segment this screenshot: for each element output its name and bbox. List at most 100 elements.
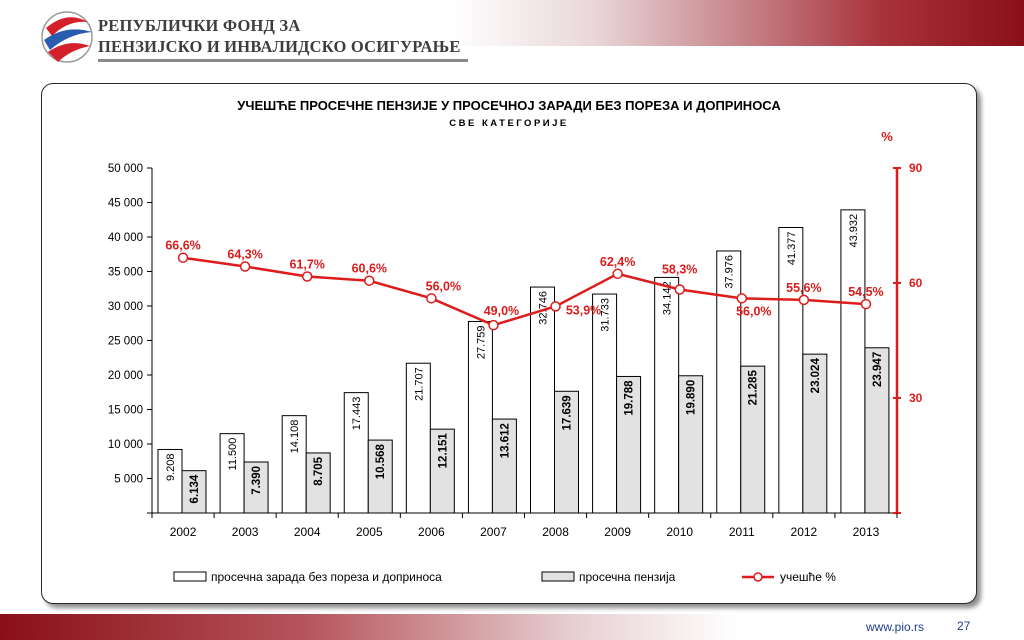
y-tick-label: 10 000: [108, 439, 143, 451]
pension-bar: [678, 375, 704, 514]
pension-bar: [740, 365, 766, 514]
share-data-label: 60,6%: [352, 262, 387, 276]
footer-band: [0, 614, 1024, 640]
share-data-label: 55,6%: [786, 281, 821, 295]
share-point: [426, 293, 437, 304]
wage-bar: [840, 209, 866, 514]
wage-bar: [343, 392, 369, 514]
x-tick-label: 2004: [294, 525, 321, 539]
x-tick-label: 2012: [791, 525, 818, 539]
wage-data-label: 11.500: [227, 438, 239, 471]
y-tick-label: 40 000: [108, 232, 143, 244]
legend-pension-label: просечна пензија: [579, 570, 676, 584]
y2-tick-label: 30: [909, 391, 923, 405]
wage-bar: [530, 286, 555, 514]
x-tick-label: 2011: [729, 525, 755, 539]
wage-data-label: 9.208: [165, 453, 177, 481]
share-point: [177, 252, 189, 263]
wage-data-label: 27.759: [475, 325, 487, 359]
x-tick-label: 2009: [604, 525, 631, 539]
wage-data-label: 34.142: [662, 281, 674, 315]
share-point: [550, 301, 561, 312]
pension-bar: [802, 353, 828, 514]
share-data-label: 58,3%: [662, 263, 697, 277]
pension-data-label: 23.024: [810, 358, 822, 394]
pension-bar: [243, 461, 269, 514]
pension-bar: [305, 452, 331, 514]
chart-title: УЧЕШЋЕ ПРОСЕЧНЕ ПЕНЗИЈЕ У ПРОСЕЧНОЈ ЗАРА…: [237, 98, 781, 113]
header-band: [0, 0, 1024, 46]
share-point: [798, 294, 810, 306]
wage-bar: [654, 276, 680, 514]
share-point: [612, 268, 623, 280]
pension-data-label: 12.151: [437, 433, 449, 469]
pension-data-label: 19.890: [686, 380, 698, 415]
x-tick-label: 2013: [853, 525, 880, 539]
chart-subtitle: СВЕ КАТЕГОРИЈЕ: [449, 118, 568, 129]
pension-bar: [616, 375, 642, 514]
legend-pension-swatch: [541, 571, 575, 582]
share-data-label: 49,0%: [484, 304, 519, 318]
pension-bar: [491, 418, 517, 514]
logo-emblem-icon: [41, 11, 93, 63]
pension-bar: [181, 470, 207, 514]
y-tick-label: 50 000: [108, 163, 143, 175]
pension-data-label: 23.947: [872, 352, 884, 387]
wage-bar: [467, 320, 493, 514]
share-point: [239, 261, 251, 272]
share-data-label: 56,0%: [426, 279, 461, 293]
y-tick-label: 20 000: [108, 370, 143, 382]
wage-data-label: 43.932: [848, 214, 860, 248]
x-tick-label: 2007: [480, 525, 507, 539]
pension-data-label: 21.285: [748, 370, 760, 406]
wage-bar: [592, 293, 618, 514]
org-name-line2: ПЕНЗИЈСКО И ИНВАЛИДСКО ОСИГУРАЊЕ: [98, 37, 461, 56]
wage-data-label: 37.976: [724, 255, 736, 289]
page-number: 27: [957, 619, 971, 633]
x-tick-label: 2008: [542, 525, 569, 539]
pension-data-label: 19.788: [624, 380, 636, 416]
pension-bar: [554, 390, 579, 514]
y2-tick-label: 90: [909, 161, 923, 175]
wage-bar: [157, 448, 183, 514]
x-tick-label: 2002: [170, 525, 197, 539]
pension-data-label: 7.390: [251, 466, 263, 495]
share-data-label: 54,5%: [848, 285, 883, 299]
wage-data-label: 21.707: [413, 367, 425, 401]
org-logo: РЕПУБЛИЧКИ ФОНД ЗА ПЕНЗИЈСКО И ИНВАЛИДСК…: [38, 6, 468, 72]
wage-data-label: 32.746: [538, 291, 550, 325]
share-point: [488, 319, 499, 331]
y-tick-label: 25 000: [108, 336, 143, 348]
wage-data-label: 17.443: [351, 397, 363, 431]
share-line: [182, 256, 867, 327]
pension-data-label: 13.612: [499, 423, 511, 458]
share-data-label: 62,4%: [600, 255, 635, 269]
share-data-label: 61,7%: [289, 257, 324, 271]
legend-wage-label: просечна зарада без пореза и доприноса: [211, 570, 442, 584]
legend-share-label: учешће %: [780, 570, 836, 584]
pension-bar: [864, 347, 890, 514]
secondary-axis-unit: %: [881, 129, 893, 144]
wage-data-label: 41.377: [786, 231, 798, 265]
pension-bar: [367, 439, 393, 514]
chart: УЧЕШЋЕ ПРОСЕЧНЕ ПЕНЗИЈЕ У ПРОСЕЧНОЈ ЗАРА…: [108, 98, 923, 584]
footer-url[interactable]: www.pio.rs: [866, 620, 925, 634]
pension-data-label: 10.568: [375, 443, 387, 479]
share-data-label: 66,6%: [165, 239, 200, 253]
y-tick-label: 30 000: [108, 301, 143, 313]
chart-frame: УЧЕШЋЕ ПРОСЕЧНЕ ПЕНЗИЈЕ У ПРОСЕЧНОЈ ЗАРА…: [41, 83, 977, 604]
wage-data-label: 14.108: [289, 420, 301, 454]
org-name-underline: [98, 59, 468, 62]
y2-tick-label: 60: [909, 276, 923, 290]
share-point: [860, 298, 872, 310]
wage-bar: [219, 433, 245, 514]
y-tick-label: 35 000: [108, 267, 143, 279]
share-data-label: 53,9%: [566, 303, 601, 317]
share-data-label: 56,0%: [736, 304, 771, 318]
x-tick-label: 2003: [232, 525, 259, 539]
wage-bar: [405, 362, 431, 514]
share-point: [364, 275, 375, 286]
legend-share-marker: [753, 572, 763, 582]
wage-data-label: 31.733: [600, 298, 612, 332]
share-point: [674, 284, 685, 295]
